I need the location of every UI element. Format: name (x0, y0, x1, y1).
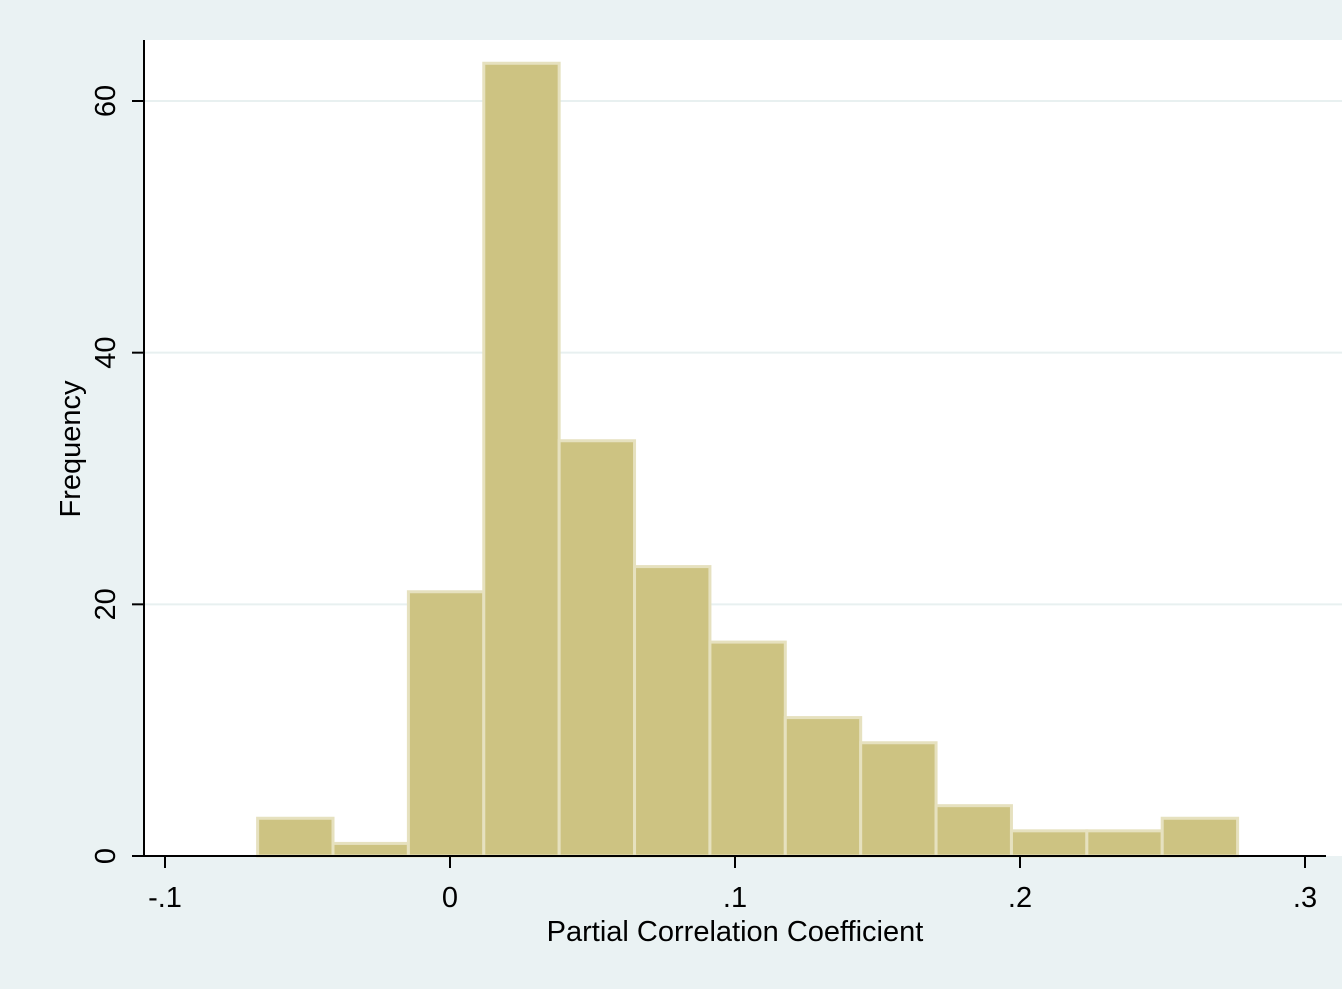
y-tick-label: 40 (90, 337, 122, 369)
y-tick-label: 0 (90, 848, 122, 864)
x-tick-label: -.1 (148, 882, 182, 914)
x-tick-label: 0 (442, 882, 458, 914)
gridlines (144, 100, 1342, 606)
histogram-bar (708, 640, 787, 858)
histogram-bar (1160, 816, 1240, 858)
histogram-bar (1009, 829, 1089, 858)
y-axis-title: Frequency (55, 380, 87, 518)
x-tick-label: .2 (1008, 882, 1032, 914)
y-tick-label: 20 (90, 588, 122, 620)
histogram-bar (256, 816, 335, 858)
histogram-bar (557, 439, 637, 858)
x-axis-title: Partial Correlation Coefficient (547, 916, 924, 948)
histogram-bar (859, 741, 938, 858)
histogram-bar (783, 716, 863, 858)
bars (256, 61, 1240, 858)
histogram-bar (406, 590, 486, 858)
y-axis-ticks: 0 20 40 60 (90, 85, 144, 864)
histogram-bar (934, 804, 1013, 858)
histogram-bar (633, 565, 712, 858)
histogram-bar (482, 61, 561, 858)
histogram-bar (1085, 829, 1164, 858)
y-tick-label: 60 (90, 85, 122, 117)
x-axis-ticks: -.1 0 .1 .2 .3 (148, 856, 1317, 914)
x-tick-label: .3 (1293, 882, 1317, 914)
histogram-bar (331, 841, 410, 858)
x-tick-label: .1 (723, 882, 747, 914)
